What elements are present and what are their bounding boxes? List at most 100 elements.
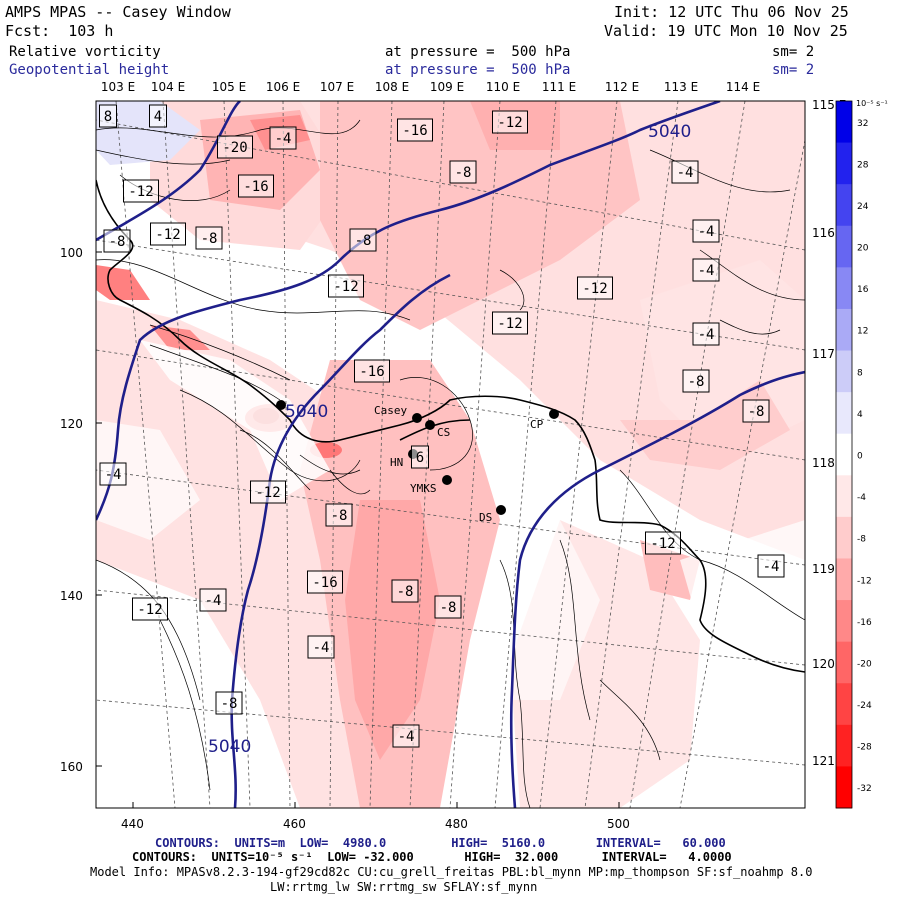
vorticity-label: -12 [582,281,607,297]
y-tick-label: 120 [60,417,83,431]
longitude-label: 112 E [605,80,639,94]
station-casey-marker[interactable] [412,413,422,423]
vorticity-label-box [215,691,243,715]
colorbar-segment [836,766,852,809]
longitude-label: 110 E [486,80,520,94]
vorticity-label-box [99,462,127,486]
station-cp-marker[interactable] [549,409,559,419]
longitude-label: 114 E [726,80,760,94]
longitude-label: 113 E [664,80,698,94]
vorticity-label: -8 [109,234,126,250]
colorbar-frame [835,100,853,809]
field-2-name: Geopotential height [9,62,170,78]
height-contours [96,101,805,808]
y-tick-label: 100 [60,246,83,260]
vorticity-label: -12 [650,536,675,552]
vorticity-label-box [150,222,186,246]
vorticity-label: -4 [763,559,780,575]
station-ymks-marker[interactable] [442,475,452,485]
colorbar-label: 4 [857,410,863,420]
valid-time: Valid: 19 UTC Mon 10 Nov 25 [604,22,848,40]
vorticity-label: -16 [312,575,337,591]
vorticity-label: 4 [154,109,162,125]
vorticity-label-box [325,503,353,527]
colorbar-label: -24 [857,701,872,711]
colorbar-label: -12 [857,576,872,586]
init-time: Init: 12 UTC Thu 06 Nov 25 [614,3,849,21]
vorticity-label-box [671,160,699,184]
vorticity-label-box [397,118,433,142]
height-label: 5040 [208,737,251,757]
vorticity-label-box [645,531,681,555]
y-axis-labels: 100 120 140 160 [60,246,83,774]
vorticity-label-box [391,579,419,603]
longitude-label: 109 E [430,80,464,94]
colorbar-segment [836,516,852,559]
vorticity-label-box [238,174,274,198]
vorticity-label-box [434,595,462,619]
vorticity-label: -12 [333,279,358,295]
vorticity-label: -8 [748,404,765,420]
footer-model-info-2: LW:rrtmg_lw SW:rrtmg_sw SFLAY:sf_mynn [270,880,538,894]
footer-height-contours: CONTOURS: UNITS=m LOW= 4980.0 HIGH= 5160… [155,836,726,850]
colorbar-label: -8 [857,535,866,545]
vorticity-label-box [307,635,335,659]
field-1-smoothing: sm= 2 [772,44,815,60]
colorbar-segment [836,392,852,435]
vorticity-label: -12 [497,316,522,332]
vorticity-label-box [392,724,420,748]
longitude-label: 103 E [101,80,135,94]
vorticity-label: -4 [313,640,330,656]
colorbar-label: 28 [857,160,869,170]
colorbar-label: 8 [857,368,863,378]
vorticity-label-box [449,160,477,184]
colorbar-segment [836,142,852,185]
field-2-pressure: at pressure = 500 hPa [385,62,571,78]
station-label-hn: HN [390,456,403,469]
colorbar-label: 12 [857,327,868,337]
vorticity-label-box [199,588,227,612]
colorbar-segment [836,724,852,767]
vorticity-label: -4 [398,729,415,745]
vorticity-label: -16 [402,123,427,139]
field-1-name: Relative vorticity [9,44,161,60]
vorticity-fill [96,101,805,808]
station-label-cp: CP [530,418,544,431]
station-unnamed-marker[interactable] [276,400,286,410]
longitude-label: 107 E [320,80,354,94]
vorticity-label: -8 [688,374,705,390]
vorticity-label: -8 [440,600,457,616]
vorticity-label-box [492,311,528,335]
vorticity-label-box [757,554,785,578]
colorbar-label: 16 [857,285,869,295]
vorticity-label: -4 [698,327,715,343]
vorticity-label: -8 [201,231,218,247]
station-label-cs: CS [437,426,450,439]
colorbar-segment [836,641,852,684]
colorbar-label: -32 [857,784,872,794]
y-tick-label: 160 [60,760,83,774]
vorticity-label: -12 [255,485,280,501]
vorticity-label-box [328,274,364,298]
station-markers [276,400,559,515]
vorticity-label-box [682,369,710,393]
longitude-label: 104 E [151,80,185,94]
colorbar-label: 32 [857,119,868,129]
vorticity-label-box [692,322,720,346]
station-cs-marker[interactable] [425,420,435,430]
x-tick-label: 440 [121,817,144,831]
lonlat-grid [96,101,805,808]
colorbar-label: -4 [857,493,866,503]
station-ds-marker[interactable] [496,505,506,515]
height-label: 5040 [648,122,691,142]
vorticity-label-box [349,228,377,252]
map-title: AMPS MPAS -- Casey Window [5,3,231,21]
vorticity-label-box [354,359,390,383]
vorticity-label: -12 [497,115,522,131]
vorticity-label: -16 [359,364,384,380]
vorticity-label-box [492,110,528,134]
vorticity-label-box [99,104,117,128]
vorticity-label-box [195,226,223,250]
colorbar-segment [836,600,852,643]
